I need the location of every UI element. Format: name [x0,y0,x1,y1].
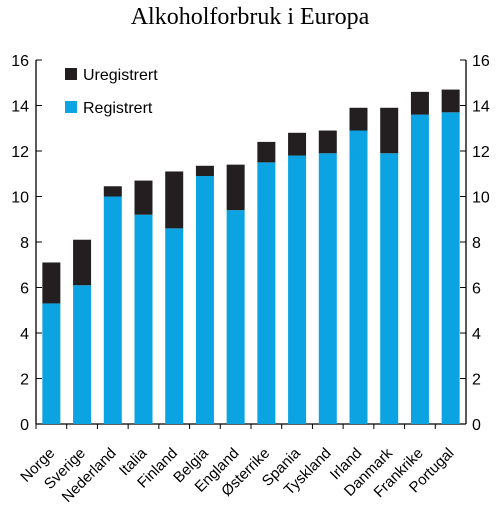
bar-registrert-4 [165,228,184,424]
y-tick-label-right: 0 [472,417,481,434]
y-tick-labels: 0 0 2 2 4 4 6 6 8 8 10 10 12 12 14 14 16 16 [11,53,490,434]
bar-registrert-7 [257,162,276,424]
y-tick-label-right: 16 [472,53,490,70]
y-tick-label-right: 4 [472,326,481,343]
bar-uregistrert-1 [73,239,92,286]
y-tick-label-left: 6 [20,281,29,298]
y-tick-label-left: 10 [11,190,29,207]
bar-registrert-6 [226,210,245,424]
legend-swatch-registrert [65,101,77,113]
bar-registrert-12 [410,114,429,424]
y-tick-label-left: 14 [11,99,29,116]
bar-registrert-9 [318,153,337,424]
y-tick-label-right: 6 [472,281,481,298]
y-tick-label-right: 8 [472,235,481,252]
bar-registrert-2 [103,196,122,424]
chart-legend: Uregistrert Registrert [65,67,158,117]
chart-bars [42,89,460,425]
bar-uregistrert-12 [410,91,429,115]
y-tick-label-left: 2 [20,372,29,389]
bar-registrert-13 [441,112,460,424]
legend-label-registrert: Registrert [83,100,153,117]
bar-uregistrert-11 [380,107,399,154]
y-tick-label-left: 8 [20,235,29,252]
bar-registrert-1 [73,285,92,424]
x-category-labels: NorgeSverigeNederlandItaliaFinlandBelgia… [17,444,457,505]
bar-uregistrert-3 [134,180,153,215]
bar-uregistrert-10 [349,107,368,131]
bar-registrert-0 [42,303,61,424]
y-tick-label-right: 10 [472,190,490,207]
bar-uregistrert-5 [195,165,214,177]
bar-uregistrert-7 [257,141,276,163]
y-tick-label-right: 14 [472,99,490,116]
y-tick-label-right: 2 [472,372,481,389]
y-tick-label-left: 16 [11,53,29,70]
bar-registrert-5 [195,176,214,424]
bar-uregistrert-8 [288,132,307,156]
bar-uregistrert-0 [42,262,61,304]
bar-registrert-3 [134,214,153,424]
chart-title: Alkoholforbruk i Europa [131,4,370,30]
bar-registrert-8 [288,155,307,425]
bar-uregistrert-2 [103,186,122,197]
y-tick-label-right: 12 [472,144,490,161]
legend-swatch-uregistrert [65,68,77,80]
y-tick-label-left: 0 [20,417,29,434]
bar-uregistrert-4 [165,171,184,229]
bar-registrert-10 [349,130,368,424]
legend-label-uregistrert: Uregistrert [83,67,158,84]
bar-uregistrert-6 [226,164,245,211]
bar-uregistrert-13 [441,89,460,113]
y-tick-label-left: 4 [20,326,29,343]
bar-registrert-11 [380,153,399,424]
bar-uregistrert-9 [318,130,337,154]
y-tick-label-left: 12 [11,144,29,161]
